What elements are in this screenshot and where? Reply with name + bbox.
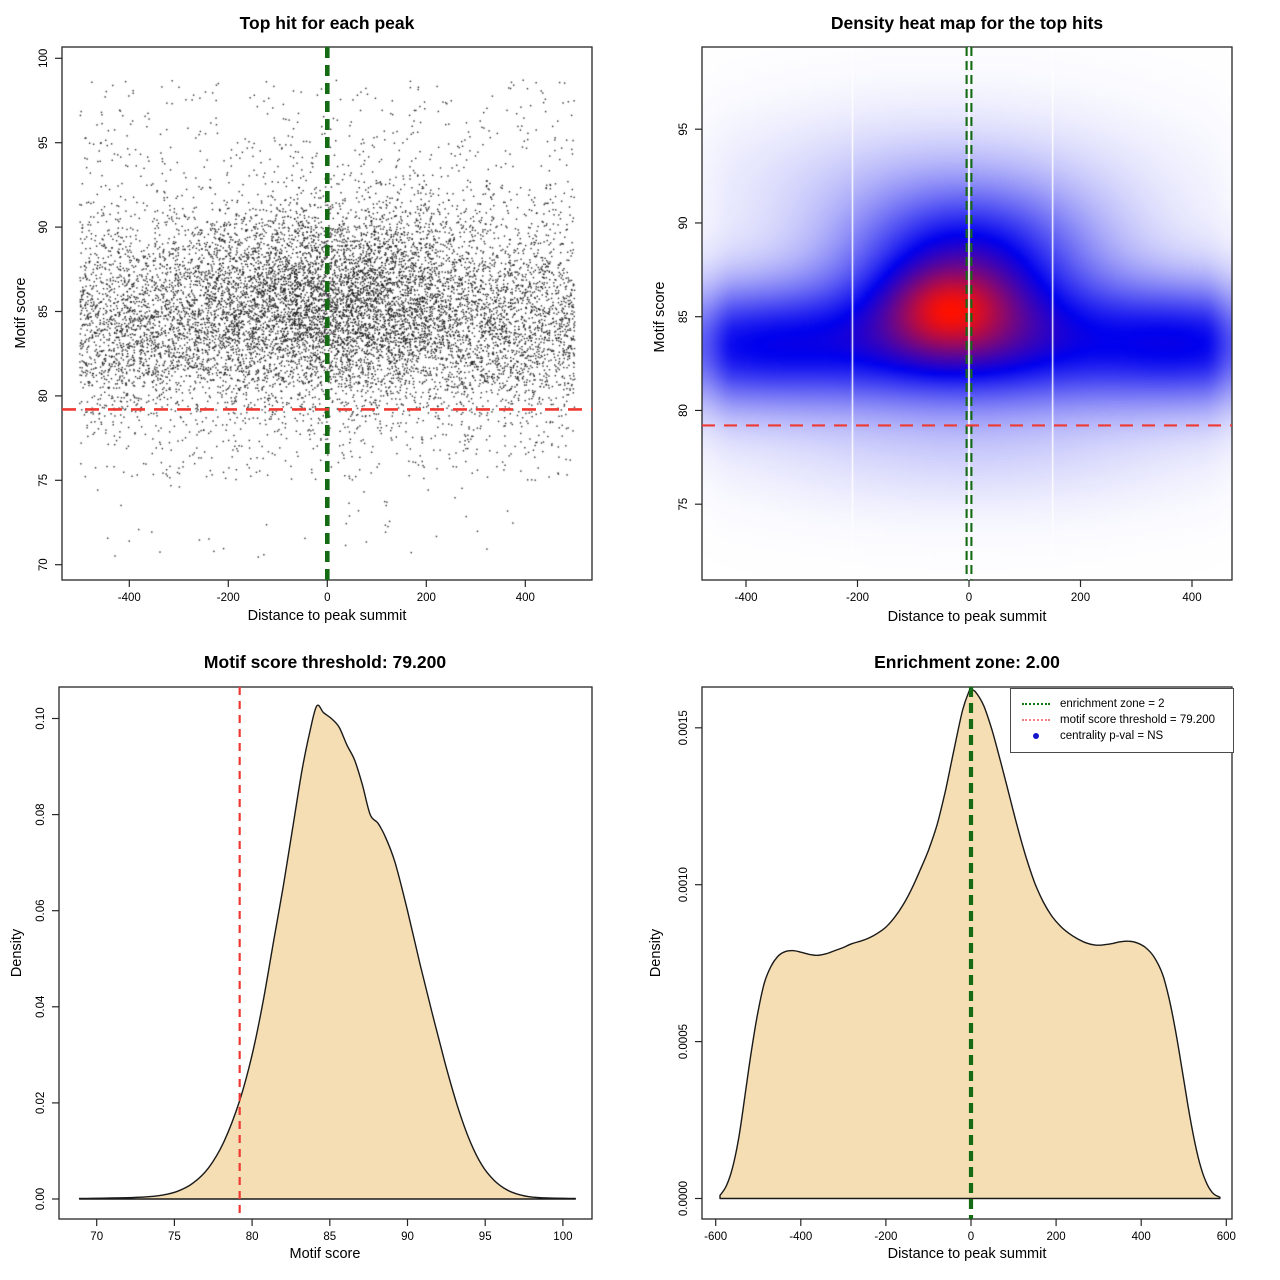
x-tick-label: 70 <box>90 1231 103 1243</box>
blue-dot-icon <box>1021 733 1051 739</box>
legend-row-centrality-pval: centrality p-val = NS <box>1021 728 1227 744</box>
y-tick-label: 85 <box>38 305 50 318</box>
x-tick-label: 100 <box>553 1231 572 1243</box>
plot-box <box>701 686 1233 1220</box>
y-tick-label: 0.0005 <box>678 1024 690 1059</box>
x-tick-label: 600 <box>1217 1231 1236 1243</box>
y-tick-label: 70 <box>38 558 50 571</box>
y-tick-label: 0.00 <box>35 1188 47 1210</box>
x-tick-label: 90 <box>401 1231 414 1243</box>
y-tick-label: 95 <box>678 123 690 136</box>
x-tick-label: 0 <box>968 1231 974 1243</box>
x-tick-label: -200 <box>217 592 240 604</box>
x-tick-label: 95 <box>479 1231 492 1243</box>
green-dotted-line-icon <box>1021 703 1051 705</box>
x-tick-label: 400 <box>516 592 535 604</box>
x-tick-label: -400 <box>789 1231 812 1243</box>
scatter-ylabel: Motif score <box>13 277 29 349</box>
x-tick-label: 75 <box>168 1231 181 1243</box>
x-tick-label: -400 <box>118 592 141 604</box>
y-tick-label: 0.06 <box>35 900 47 922</box>
y-tick-label: 0.0010 <box>678 867 690 902</box>
y-tick-label: 80 <box>38 390 50 403</box>
y-tick-label: 90 <box>678 217 690 230</box>
x-tick-label: 0 <box>966 592 972 604</box>
x-tick-label: 85 <box>323 1231 336 1243</box>
y-tick-label: 75 <box>678 498 690 511</box>
x-tick-label: 80 <box>246 1231 259 1243</box>
heatmap-xlabel: Distance to peak summit <box>887 609 1047 625</box>
x-tick-label: -200 <box>846 592 869 604</box>
heatmap-title: Density heat map for the top hits <box>830 13 1104 33</box>
y-tick-label: 90 <box>38 221 50 234</box>
scatter-title: Top hit for each peak <box>239 13 415 33</box>
y-tick-label: 0.02 <box>35 1092 47 1114</box>
legend-label: motif score threshold = 79.200 <box>1060 714 1216 726</box>
enrichment-density-title: Enrichment zone: 2.00 <box>874 652 1060 672</box>
scatter-xlabel: Distance to peak summit <box>247 608 407 624</box>
x-tick-label: 200 <box>1047 1231 1066 1243</box>
plot-box <box>58 686 593 1220</box>
x-tick-label: 200 <box>1071 592 1090 604</box>
threshold-density-ylabel: Density <box>9 928 25 978</box>
legend: enrichment zone = 2 motif score threshol… <box>1010 688 1234 753</box>
legend-label: centrality p-val = NS <box>1060 730 1164 742</box>
y-tick-label: 0.08 <box>35 803 47 825</box>
x-tick-label: 400 <box>1182 592 1201 604</box>
y-tick-label: 0.0000 <box>678 1181 690 1216</box>
legend-label: enrichment zone = 2 <box>1060 698 1165 710</box>
x-tick-label: -400 <box>734 592 757 604</box>
y-tick-label: 0.0015 <box>678 710 690 745</box>
y-tick-label: 80 <box>678 404 690 417</box>
y-tick-label: 100 <box>38 49 50 68</box>
x-tick-label: 200 <box>417 592 436 604</box>
y-tick-label: 95 <box>38 136 50 149</box>
y-tick-label: 85 <box>678 310 690 323</box>
x-tick-label: -200 <box>874 1231 897 1243</box>
x-tick-label: -600 <box>704 1231 727 1243</box>
legend-row-motif-threshold: motif score threshold = 79.200 <box>1021 712 1227 728</box>
threshold-density-title: Motif score threshold: 79.200 <box>203 652 447 672</box>
y-tick-label: 0.10 <box>35 707 47 729</box>
threshold-density-xlabel: Motif score <box>289 1246 361 1262</box>
x-tick-label: 400 <box>1132 1231 1151 1243</box>
x-tick-label: 0 <box>324 592 330 604</box>
heatmap-ylabel: Motif score <box>652 281 668 353</box>
density-curve <box>78 704 576 1200</box>
legend-row-enrichment-zone: enrichment zone = 2 <box>1021 696 1227 712</box>
y-tick-label: 0.04 <box>35 995 47 1018</box>
red-dotted-line-icon <box>1021 719 1051 721</box>
y-tick-label: 75 <box>38 474 50 487</box>
enrichment-density-ylabel: Density <box>648 928 664 978</box>
enrichment-density-xlabel: Distance to peak summit <box>887 1246 1047 1262</box>
scatter-points-canvas <box>62 47 592 580</box>
